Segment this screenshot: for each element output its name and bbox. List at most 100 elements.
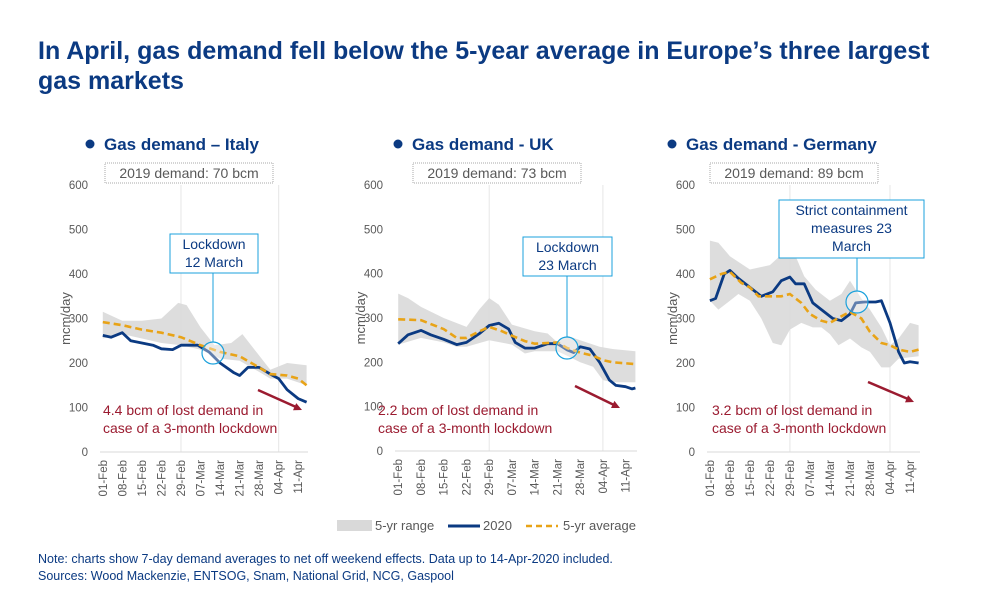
chart-panel: Gas demand – Italy 2019 demand: 70 bcm 0 10… [58, 135, 308, 496]
x-tick-label: 22-Feb [461, 459, 473, 495]
chart-subtitle: 2019 demand: 73 bcm [427, 165, 566, 181]
callout-box [169, 233, 259, 274]
y-tick-label: 300 [364, 313, 383, 325]
y-tick-label: 100 [364, 402, 383, 414]
chart-panel: Gas demand - UK 2019 demand: 73 bcm 0 100 20… [353, 135, 637, 495]
x-tick-label: 14-Mar [825, 460, 837, 497]
callout-text: Lockdown [536, 239, 599, 255]
x-tick-label: 15-Feb [439, 459, 451, 495]
x-tick-label: 07-Mar [196, 460, 208, 497]
chart-panel: Gas demand - Germany 2019 demand: 89 bcm 0… [665, 135, 925, 497]
x-tick-label: 01-Feb [705, 460, 717, 496]
x-tick-label: 22-Feb [765, 460, 777, 496]
callout-box [778, 199, 925, 259]
arrow-head-icon [293, 403, 302, 411]
x-tick-label: 04-Apr [598, 459, 610, 494]
x-tick-label: 21-Mar [552, 459, 564, 496]
subtitle-box [104, 162, 274, 184]
legend-label-avg: 5-yr average [563, 518, 636, 533]
highlight-circle [845, 290, 869, 314]
series-2020-line [397, 321, 636, 391]
y-tick-label: 200 [364, 357, 383, 369]
x-tick-label: 21-Mar [845, 460, 857, 497]
chart-title: Gas demand - Germany [686, 135, 877, 154]
y-tick-label: 600 [69, 180, 88, 192]
y-tick-label: 600 [364, 180, 383, 192]
x-tick-label: 28-Mar [575, 459, 587, 496]
y-tick-label: 300 [676, 314, 695, 326]
chart-title: Gas demand – Italy [104, 135, 259, 154]
y-axis-label: mcm/day [665, 292, 680, 345]
chart-subtitle: 2019 demand: 70 bcm [119, 165, 258, 181]
y-tick-label: 100 [676, 403, 695, 415]
y-tick-label: 200 [676, 358, 695, 370]
x-tick-label: 28-Mar [254, 460, 266, 497]
chart-title: Gas demand - UK [412, 135, 554, 154]
legend-label-range: 5-yr range [375, 518, 434, 533]
callout-text: Strict containment [795, 202, 907, 218]
range-band [102, 302, 307, 386]
page-title: In April, gas demand fell below the 5-ye… [38, 37, 930, 95]
x-tick-label: 07-Mar [805, 460, 817, 497]
subtitle-box [412, 162, 582, 184]
y-tick-label: 200 [69, 358, 88, 370]
series-avg-line [102, 320, 308, 387]
x-tick-label: 29-Feb [176, 460, 188, 496]
annotation-text: case of a 3-month lockdown [378, 420, 552, 436]
callout-text: March [832, 238, 871, 254]
y-tick-label: 100 [69, 403, 88, 415]
arrow-down-icon [257, 388, 297, 409]
y-tick-label: 0 [689, 447, 695, 459]
x-tick-label: 01-Feb [98, 460, 110, 496]
x-tick-label: 15-Feb [137, 460, 149, 496]
arrow-head-icon [905, 395, 914, 403]
highlight-circle [555, 336, 579, 360]
x-tick-label: 15-Feb [745, 460, 757, 496]
y-axis-label: mcm/day [353, 291, 368, 344]
callout-text: 12 March [185, 254, 243, 270]
sources: Sources: Wood Mackenzie, ENTSOG, Snam, N… [38, 569, 454, 583]
legend-swatch-range [337, 520, 372, 531]
x-tick-label: 11-Apr [905, 460, 917, 494]
series-avg-line [709, 270, 919, 354]
callout-text: measures 23 [811, 220, 892, 236]
y-tick-label: 600 [676, 180, 695, 192]
series-avg-line [398, 318, 636, 366]
x-tick-label: 11-Apr [621, 459, 633, 493]
legend: 5-yr range 2020 5-yr average [337, 518, 636, 533]
x-tick-label: 08-Feb [117, 460, 129, 496]
arrow-head-icon [611, 400, 620, 408]
chart-subtitle: 2019 demand: 89 bcm [724, 165, 863, 181]
x-tick-label: 28-Mar [865, 460, 877, 497]
x-tick-label: 29-Feb [484, 459, 496, 495]
annotation-text: case of a 3-month lockdown [103, 420, 277, 436]
x-tick-label: 08-Feb [725, 460, 737, 496]
annotation-text: 2.2 bcm of lost demand in [378, 402, 538, 418]
series-2020-line [102, 331, 308, 404]
bullet-icon [667, 139, 677, 149]
x-tick-label: 01-Feb [393, 459, 405, 495]
x-tick-label: 22-Feb [156, 460, 168, 496]
callout-text: Lockdown [182, 236, 245, 252]
y-tick-label: 400 [676, 269, 695, 281]
x-tick-label: 14-Mar [530, 459, 542, 496]
x-tick-label: 08-Feb [416, 459, 428, 495]
annotation-text: case of a 3-month lockdown [712, 420, 886, 436]
callout-text: 23 March [538, 257, 596, 273]
arrow-down-icon [867, 380, 909, 401]
x-tick-label: 11-Apr [293, 460, 305, 494]
x-tick-label: 04-Apr [885, 460, 897, 495]
x-tick-label: 04-Apr [274, 460, 286, 495]
callout-box [522, 236, 613, 277]
bullet-icon [85, 139, 95, 149]
bullet-icon [393, 139, 403, 149]
y-tick-label: 400 [69, 269, 88, 281]
x-tick-label: 21-Mar [235, 460, 247, 497]
y-tick-label: 400 [364, 269, 383, 281]
x-tick-label: 29-Feb [785, 460, 797, 496]
y-tick-label: 500 [364, 224, 383, 236]
y-axis-label: mcm/day [58, 292, 73, 345]
legend-label-2020: 2020 [483, 518, 512, 533]
